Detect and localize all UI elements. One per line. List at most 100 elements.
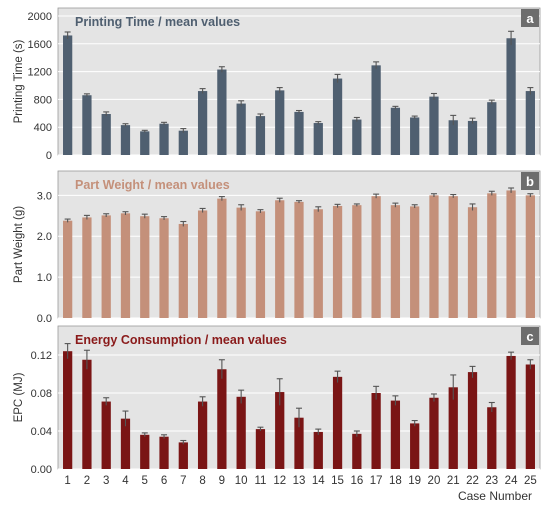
x-tick-label: 19: [408, 475, 421, 487]
x-tick-label: 2: [84, 475, 90, 487]
bar-c-11: [255, 429, 266, 469]
bar-c-20: [429, 397, 439, 469]
bar-b-16: [352, 205, 362, 318]
x-tick-label: 22: [466, 475, 479, 487]
bar-a-23: [487, 102, 497, 155]
bar-c-4: [120, 418, 131, 469]
x-tick-label: 12: [273, 475, 286, 487]
y-tick-label: 1200: [28, 67, 52, 79]
bar-b-11: [255, 211, 266, 318]
x-tick-label: 14: [312, 475, 325, 487]
bar-a-11: [255, 116, 266, 155]
y-tick-label: 0.04: [31, 426, 52, 438]
bar-c-21: [448, 387, 458, 469]
y-tick-label: 0.08: [31, 388, 52, 400]
bar-b-13: [294, 201, 304, 318]
bar-b-4: [120, 213, 131, 318]
bar-a-2: [82, 95, 92, 155]
x-tick-label: 5: [142, 475, 148, 487]
panel-label: a: [526, 11, 534, 26]
bar-c-3: [101, 401, 111, 469]
bar-b-14: [313, 209, 323, 318]
bar-b-9: [217, 198, 227, 318]
bar-b-17: [371, 196, 381, 318]
bar-b-10: [236, 207, 246, 318]
y-tick-label: 0: [46, 150, 52, 162]
y-axis-label: Part Weight (g): [13, 206, 25, 283]
y-axis-label: EPC (MJ): [13, 372, 25, 422]
x-tick-label: 21: [447, 475, 460, 487]
bar-b-5: [140, 216, 150, 318]
bar-a-21: [448, 120, 458, 155]
x-tick-label: 24: [505, 475, 518, 487]
bar-a-22: [467, 120, 478, 155]
bar-b-25: [525, 195, 535, 318]
bar-c-1: [63, 351, 73, 469]
bar-c-15: [332, 376, 343, 469]
bar-b-3: [101, 215, 111, 318]
panel-label-badge: [521, 9, 539, 27]
panel-c: 0.00 0.04 0.08 0.12 Energy Consumption / mea…: [13, 325, 541, 476]
x-tick-label: 16: [350, 475, 363, 487]
panel-label-badge: [521, 172, 539, 190]
bar-c-16: [352, 433, 362, 469]
x-tick-label: 8: [199, 475, 205, 487]
bar-a-10: [236, 103, 246, 155]
panel-title: Energy Consumption / mean values: [75, 333, 287, 347]
x-tick-label: 10: [235, 475, 248, 487]
x-tick-label: 17: [370, 475, 383, 487]
panel-label: b: [526, 174, 534, 189]
x-tick-label: 7: [180, 475, 186, 487]
x-axis-label: Case Number: [458, 489, 532, 503]
bar-a-19: [410, 117, 420, 155]
bar-c-25: [525, 364, 535, 469]
bar-a-20: [429, 96, 439, 155]
bar-b-15: [332, 205, 343, 318]
bar-a-8: [197, 91, 208, 155]
bar-b-22: [467, 207, 478, 318]
bar-c-7: [178, 442, 188, 469]
x-tick-label: 13: [293, 475, 306, 487]
bar-c-10: [236, 396, 246, 469]
chart-panels: 0 400 800 1200 1600 2000 Printing Time / mean …: [13, 7, 541, 476]
bar-c-17: [371, 393, 381, 469]
bar-b-19: [410, 206, 420, 318]
bar-c-14: [313, 431, 323, 469]
panel-b: 0.0 1.0 2.0 3.0 Part Weight / mean values b Pa…: [13, 170, 541, 325]
panel-a: 0 400 800 1200 1600 2000 Printing Time / mean …: [13, 7, 541, 162]
bar-a-5: [140, 131, 150, 155]
bar-a-15: [332, 78, 343, 155]
x-tick-label: 4: [122, 475, 129, 487]
bar-b-6: [159, 218, 169, 318]
panel-label-badge: [521, 327, 539, 345]
bar-b-2: [82, 217, 92, 318]
bar-a-1: [63, 35, 73, 155]
x-tick-label: 9: [219, 475, 225, 487]
y-tick-label: 2000: [28, 11, 52, 23]
x-tick-label: 23: [485, 475, 498, 487]
x-tick-label: 11: [254, 475, 266, 487]
bar-c-8: [197, 401, 208, 469]
bar-b-8: [197, 210, 208, 318]
shared-x-axis: 1 2 3 4 5 6 7 8 9 10 11 12 13 14 15 16 17 18 19 20 21 22 23 24 2…: [64, 475, 536, 487]
x-tick-label: 18: [389, 475, 402, 487]
y-tick-label: 2.0: [37, 231, 52, 243]
bar-b-23: [487, 193, 497, 318]
bar-a-13: [294, 111, 304, 155]
y-tick-label: 800: [34, 94, 52, 106]
y-axis-label: Printing Time (s): [13, 39, 25, 123]
bar-c-6: [159, 436, 169, 469]
panel-title: Printing Time / mean values: [75, 15, 240, 29]
y-tick-label: 400: [34, 122, 52, 134]
x-tick-label: 15: [331, 475, 344, 487]
y-tick-label: 0.0: [37, 313, 52, 325]
bar-c-5: [140, 434, 150, 469]
bar-c-19: [410, 423, 420, 469]
bar-c-13: [294, 417, 304, 469]
bar-a-24: [506, 38, 516, 155]
bar-c-2: [82, 359, 92, 469]
bar-c-18: [390, 400, 401, 469]
bar-a-4: [120, 125, 131, 155]
x-tick-label: 25: [524, 475, 537, 487]
